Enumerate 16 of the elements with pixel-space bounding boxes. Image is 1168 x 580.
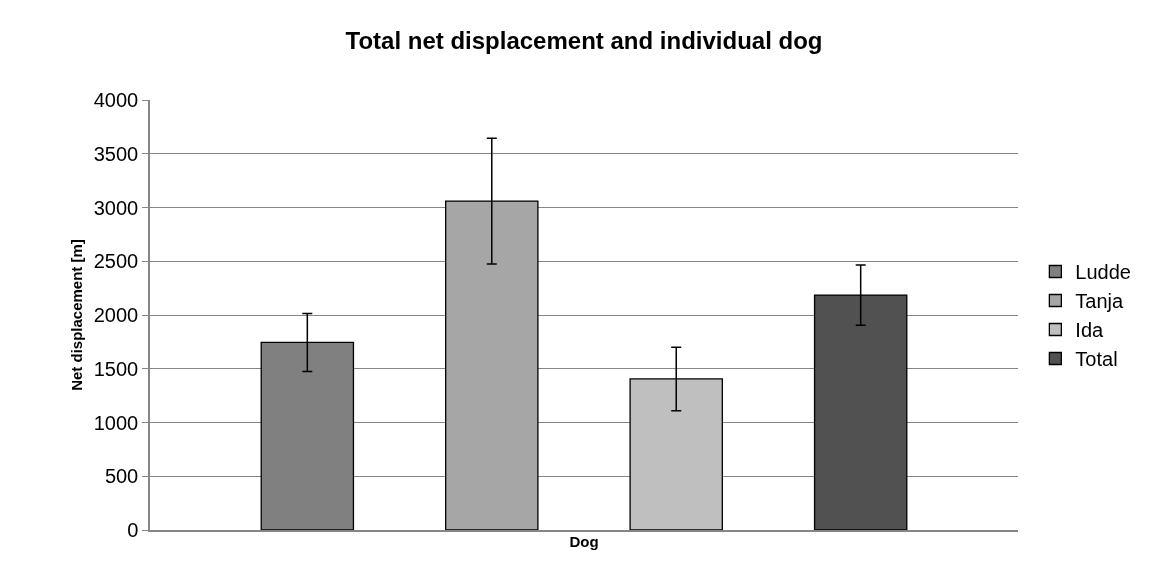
legend-label: Ida [1075,319,1105,342]
chart-title: Total net displacement and individual dog [345,27,823,54]
y-tick-label: 4000 [93,89,139,111]
legend-label: Total [1075,348,1118,371]
y-tick-label: 0 [127,519,139,541]
x-axis-title: Dog [569,532,599,550]
y-tick-label: 500 [104,465,139,488]
y-tick-label: 3000 [93,196,139,219]
y-axis-title: Net displacement [m] [67,239,85,391]
y-tick-label: 3500 [93,142,139,165]
y-tick-label: 1500 [93,357,139,380]
y-tick-label: 1000 [93,411,139,434]
legend-label: Ludde [1075,261,1131,284]
legend-label: Tanja [1075,290,1125,313]
y-tick-label: 2000 [93,304,139,326]
y-tick-label: 2500 [93,250,139,273]
